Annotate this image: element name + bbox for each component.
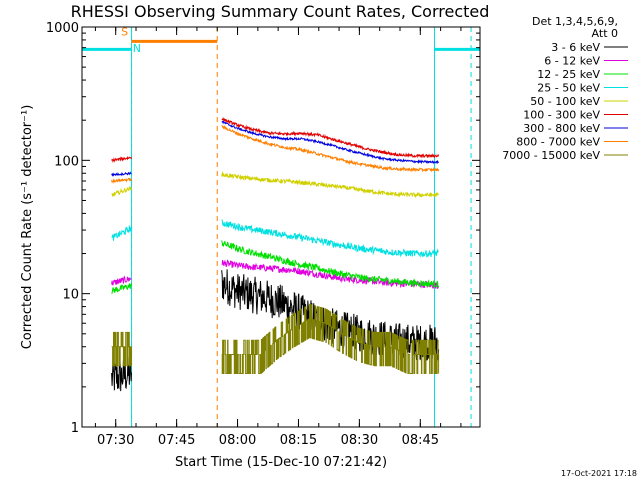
series-8-segment-0 xyxy=(111,331,132,367)
legend-label-3: 25 - 50 keV xyxy=(537,82,600,95)
legend-header-1: Att 0 xyxy=(592,27,618,40)
legend-label-8: 7000 - 15000 keV xyxy=(502,149,600,162)
series-1-segment-0 xyxy=(111,275,132,286)
legend-label-6: 300 - 800 keV xyxy=(523,122,600,135)
series-2-segment-0 xyxy=(111,283,132,295)
y-axis-label: Corrected Count Rate (s⁻¹ detector⁻¹) xyxy=(20,105,35,350)
series-4-segment-0 xyxy=(111,186,132,198)
x-tick-label-2: 08:00 xyxy=(219,433,256,448)
timestamp: 17-Oct-2021 17:18 xyxy=(561,469,637,478)
x-axis: 07:30 07:45 08:00 08:15 08:30 08:45 xyxy=(94,27,462,448)
y-tick-label-3: 1000 xyxy=(46,21,79,36)
plot-inner: SN xyxy=(82,26,480,427)
plot-area: SN xyxy=(82,26,480,427)
series-3-segment-0 xyxy=(111,224,132,241)
plot-frame xyxy=(81,26,481,428)
x-tick-label-3: 08:15 xyxy=(280,433,317,448)
legend-label-0: 3 - 6 keV xyxy=(551,41,600,54)
y-tick-label-1: 10 xyxy=(62,288,79,303)
legend-label-4: 50 - 100 keV xyxy=(530,95,600,108)
annotation-s: S xyxy=(121,26,128,39)
legend-label-1: 6 - 12 keV xyxy=(544,55,600,68)
series-4-segment-1 xyxy=(221,170,439,199)
series-6-segment-1 xyxy=(221,120,439,165)
series-2-segment-1 xyxy=(221,240,440,289)
y-tick-label-0: 1 xyxy=(71,421,79,436)
series-6-segment-0 xyxy=(111,171,132,177)
legend-label-7: 800 - 7000 keV xyxy=(516,136,600,149)
y-tick-label-2: 100 xyxy=(54,154,79,169)
series-7-segment-1 xyxy=(221,124,440,173)
x-axis-label: Start Time (15-Dec-10 07:21:42) xyxy=(175,455,387,470)
legend-label-5: 100 - 300 keV xyxy=(523,109,600,122)
annotation-n: N xyxy=(133,42,141,55)
chart-title: RHESSI Observing Summary Count Rates, Co… xyxy=(71,2,490,21)
y-axis: 1 10 100 1000 xyxy=(46,21,480,436)
legend-label-2: 12 - 25 keV xyxy=(537,68,600,81)
x-tick-label-0: 07:30 xyxy=(97,433,134,448)
x-tick-label-4: 08:30 xyxy=(341,433,378,448)
legend-header-0: Det 1,3,4,5,6,9, xyxy=(532,15,618,28)
series-5-segment-1 xyxy=(221,116,440,159)
series-0-segment-0 xyxy=(111,357,132,392)
x-tick-label-5: 08:45 xyxy=(402,433,439,448)
x-tick-label-1: 07:45 xyxy=(158,433,195,448)
series-8-segment-1 xyxy=(221,303,440,374)
series-7-segment-0 xyxy=(111,177,132,185)
series-3-segment-1 xyxy=(221,219,439,258)
series-5-segment-0 xyxy=(111,155,132,164)
